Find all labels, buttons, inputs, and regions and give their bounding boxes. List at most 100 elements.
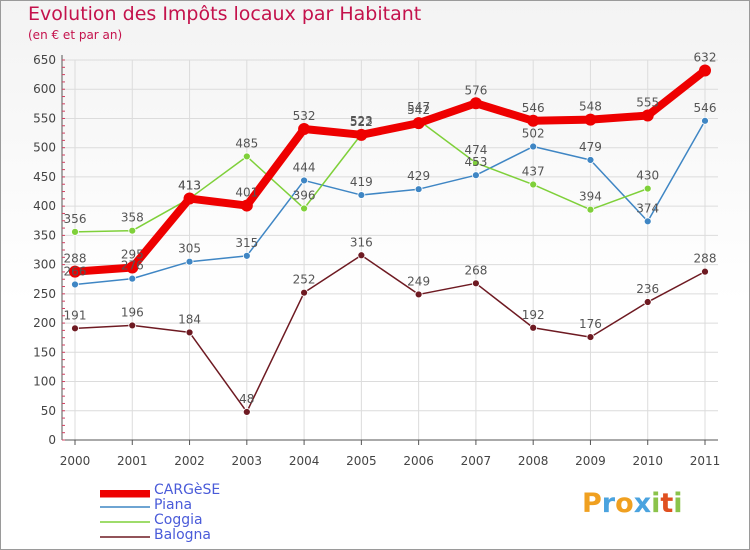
data-point-balogna	[71, 324, 79, 333]
data-label-coggia: 437	[522, 165, 545, 179]
data-point-balogna	[701, 267, 709, 276]
data-point-carg-se	[641, 109, 654, 122]
data-label-piana: 374	[636, 201, 659, 215]
x-tick-label: 2005	[346, 454, 377, 468]
brand-letter: i	[651, 488, 661, 519]
data-label-coggia: 547	[407, 100, 430, 114]
data-label-coggia: 358	[121, 211, 144, 225]
data-point-balogna	[128, 321, 137, 330]
y-tick-label: 250	[33, 287, 56, 301]
legend-label-balogna: Balogna	[154, 527, 211, 543]
data-label-balogna: 288	[694, 252, 717, 266]
data-label-piana: 546	[694, 101, 717, 115]
data-label-carg-se: 295	[121, 248, 144, 262]
data-label-coggia: 396	[293, 188, 316, 202]
data-label-coggia: 474	[464, 143, 487, 157]
data-point-coggia	[472, 158, 480, 167]
data-point-piana	[643, 217, 652, 226]
data-point-carg-se	[469, 97, 482, 110]
data-point-piana	[701, 116, 709, 125]
y-tick-label: 600	[33, 82, 56, 96]
data-point-carg-se	[183, 192, 196, 205]
data-point-balogna	[529, 323, 538, 332]
data-label-piana: 502	[522, 127, 545, 141]
legend-item-piana: Piana	[100, 497, 350, 513]
brand-logo: Proxiti	[582, 488, 683, 519]
legend-item-cargese: CARGèSE	[100, 482, 350, 498]
legend-label-coggia: Coggia	[154, 512, 203, 528]
x-tick-label: 2003	[232, 454, 263, 468]
data-point-piana	[128, 274, 137, 283]
data-label-carg-se: 401	[235, 186, 258, 200]
data-point-balogna	[357, 251, 366, 260]
y-tick-label: 350	[33, 228, 56, 242]
y-tick-label: 450	[33, 170, 56, 184]
brand-letter: o	[615, 488, 634, 519]
data-label-carg-se: 548	[579, 100, 602, 114]
data-label-piana: 429	[407, 169, 430, 183]
brand-letter: P	[582, 488, 602, 519]
data-label-coggia: 413	[178, 179, 201, 193]
data-label-balogna: 191	[64, 308, 87, 322]
data-label-coggia: 356	[64, 212, 87, 226]
data-point-carg-se	[69, 265, 81, 278]
data-label-piana: 315	[235, 236, 258, 250]
y-tick-label: 100	[33, 375, 56, 389]
data-point-coggia	[128, 226, 137, 235]
data-label-carg-se: 542	[407, 103, 430, 117]
chart-legend: CARGèSE Piana Coggia Balogna	[100, 482, 350, 543]
data-point-carg-se	[126, 261, 139, 274]
data-point-carg-se	[240, 199, 253, 212]
data-point-piana	[472, 171, 480, 180]
legend-item-coggia: Coggia	[100, 512, 350, 528]
legend-swatch-balogna	[100, 536, 150, 538]
data-label-carg-se: 576	[464, 83, 487, 97]
data-label-carg-se: 555	[636, 96, 659, 110]
data-label-carg-se: 288	[64, 252, 87, 266]
legend-swatch-piana	[100, 506, 150, 508]
data-label-balogna: 252	[293, 273, 316, 287]
data-point-carg-se	[699, 64, 711, 77]
data-point-balogna	[472, 279, 480, 288]
y-tick-label: 50	[41, 404, 56, 418]
data-point-carg-se	[412, 117, 425, 130]
data-point-carg-se	[527, 114, 540, 127]
x-tick-label: 2006	[403, 454, 434, 468]
data-label-balogna: 196	[121, 305, 144, 319]
chart-title: Evolution des Impôts locaux par Habitant	[28, 3, 422, 25]
data-point-carg-se	[355, 128, 368, 141]
data-label-carg-se: 532	[293, 109, 316, 123]
data-label-piana: 305	[178, 242, 201, 256]
data-point-carg-se	[298, 122, 311, 135]
data-label-piana: 453	[464, 155, 487, 169]
data-point-piana	[357, 191, 366, 199]
x-tick-label: 2001	[117, 454, 148, 468]
data-label-piana: 479	[579, 140, 602, 154]
data-point-piana	[586, 156, 595, 164]
series-line-piana	[74, 120, 706, 286]
y-tick-label: 400	[33, 199, 56, 213]
x-tick-label: 2000	[60, 454, 91, 468]
data-point-balogna	[643, 298, 652, 306]
data-point-coggia	[643, 184, 652, 193]
x-tick-label: 2004	[289, 454, 320, 468]
brand-letter: t	[660, 488, 674, 519]
data-label-balogna: 192	[522, 308, 545, 322]
legend-swatch-coggia	[100, 521, 150, 523]
data-label-carg-se: 413	[178, 179, 201, 193]
data-point-balogna	[242, 408, 251, 416]
data-label-carg-se: 632	[694, 51, 717, 65]
y-tick-label: 0	[48, 433, 56, 447]
x-tick-label: 2008	[518, 454, 549, 468]
data-point-coggia	[242, 152, 251, 161]
data-label-balogna: 268	[464, 263, 487, 277]
y-tick-label: 200	[33, 316, 56, 330]
data-point-coggia	[71, 227, 79, 236]
data-point-piana	[529, 142, 538, 151]
y-tick-label: 150	[33, 345, 56, 359]
data-label-piana: 276	[121, 259, 144, 273]
data-label-piana: 266	[64, 264, 87, 278]
